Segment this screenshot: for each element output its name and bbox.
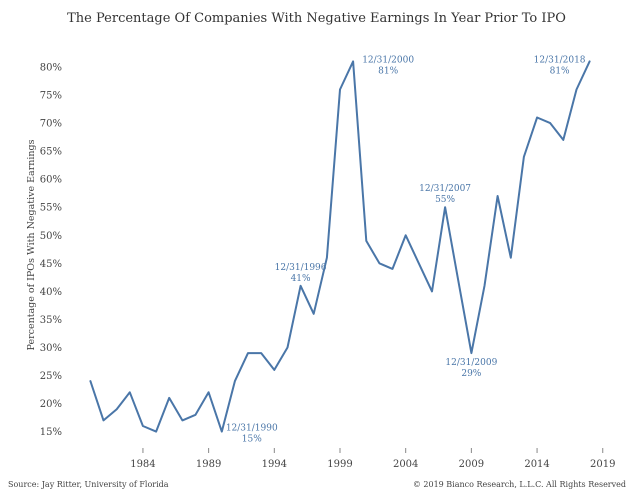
annotation-date: 12/31/2018 — [534, 55, 586, 65]
plot-area — [89, 60, 591, 433]
y-tick-label: 30% — [40, 343, 62, 354]
y-tick-label: 65% — [40, 147, 62, 158]
y-tick-label: 25% — [40, 371, 62, 382]
y-tick-label: 35% — [40, 315, 62, 326]
x-tick-label: 2019 — [590, 459, 615, 470]
y-tick-label: 40% — [40, 287, 62, 298]
y-tick-label: 15% — [40, 427, 62, 438]
x-tick-label: 2004 — [393, 459, 418, 470]
series-line — [89, 60, 591, 433]
annotation-date: 12/31/1990 — [226, 424, 278, 434]
x-tick-label: 2009 — [459, 459, 484, 470]
y-tick-label: 45% — [40, 259, 62, 270]
y-tick-label: 70% — [40, 119, 62, 130]
annotation-value: 29% — [461, 369, 481, 379]
y-tick-label: 50% — [40, 231, 62, 242]
y-tick-label: 75% — [40, 91, 62, 102]
annotation-value: 81% — [378, 66, 398, 76]
annotation-value: 55% — [435, 195, 455, 205]
y-tick-label: 55% — [40, 203, 62, 214]
annotation-date: 12/31/1996 — [275, 263, 327, 273]
x-tick-label: 1989 — [196, 459, 221, 470]
annotation-date: 12/31/2000 — [362, 55, 414, 65]
copyright-note: © 2019 Bianco Research, L.L.C. All Right… — [413, 480, 626, 489]
chart-title: The Percentage Of Companies With Negativ… — [67, 11, 566, 26]
x-tick-label: 1994 — [262, 459, 287, 470]
x-axis-ticks: 1984 1989 1994 1999 2004 2009 2014 2019 — [130, 448, 615, 470]
source-note: Source: Jay Ritter, University of Florid… — [8, 480, 169, 489]
annotation-date: 12/31/2007 — [419, 184, 471, 194]
y-tick-label: 80% — [40, 63, 62, 74]
annotation-value: 15% — [242, 435, 262, 445]
y-tick-label: 20% — [40, 399, 62, 410]
x-tick-label: 1999 — [327, 459, 352, 470]
y-tick-label: 60% — [40, 175, 62, 186]
y-axis-label: Percentage of IPOs With Negative Earning… — [26, 139, 37, 350]
annotation-date: 12/31/2009 — [445, 358, 497, 368]
annotations: 12/31/199015%12/31/199641%12/31/200081%1… — [226, 55, 586, 444]
annotation-value: 81% — [550, 66, 570, 76]
annotation-value: 41% — [291, 274, 311, 284]
x-tick-label: 2014 — [524, 459, 549, 470]
y-axis-ticks: 15% 20% 25% 30% 35% 40% 45% 50% 55% 60% 65% 70% 75% 8… — [40, 63, 62, 439]
x-tick-label: 1984 — [130, 459, 155, 470]
